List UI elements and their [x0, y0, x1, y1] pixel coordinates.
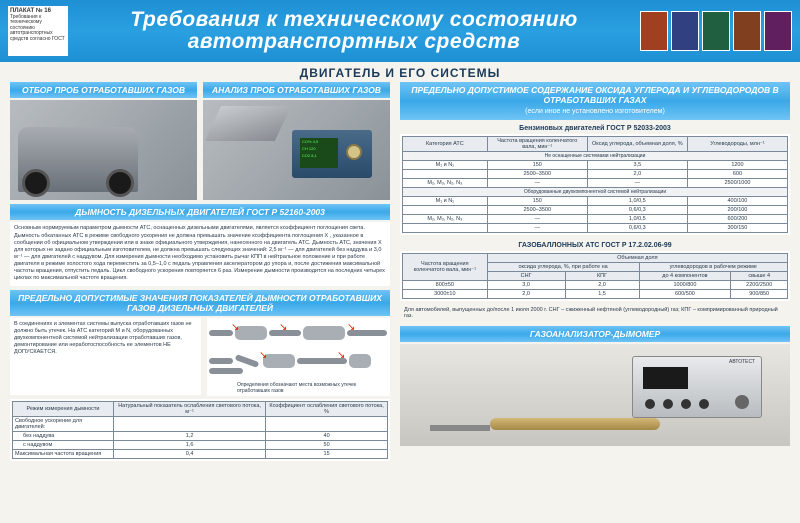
- plakat-badge: ПЛАКАТ № 16 Требования к техническому со…: [8, 6, 68, 56]
- sec-exhaust-analysis: АНАЛИЗ ПРОБ ОТРАБОТАВШИХ ГАЗОВ: [203, 82, 390, 98]
- page-subtitle: ДВИГАТЕЛЬ И ЕГО СИСТЕМЫ: [0, 62, 800, 82]
- gas-analyzer-photo: АВТОТЕСТ: [400, 344, 790, 446]
- thumb: [640, 11, 668, 51]
- gasbal-table: Частота вращения коленчатого вала, мин⁻¹…: [400, 251, 790, 301]
- exhaust-diagram: ↘ ↘ ↘ ↘ ↘ Определения обозначают места в…: [207, 318, 390, 396]
- gasoline-table-title: Бензиновых двигателей ГОСТ Р 52033-2003: [400, 122, 790, 134]
- thumb: [764, 11, 792, 51]
- thumb: [671, 11, 699, 51]
- title-block: Требования к техническому состоянию авто…: [68, 9, 640, 53]
- arrow-icon: ↘: [231, 322, 239, 333]
- thumb: [733, 11, 761, 51]
- title-line1: Требования к техническому состоянию: [68, 9, 640, 31]
- left-column: ОТБОР ПРОБ ОТРАБОТАВШИХ ГАЗОВ АНАЛИЗ ПРО…: [10, 82, 390, 465]
- sec-diesel-limits: ПРЕДЕЛЬНО ДОПУСТИМЫЕ ЗНАЧЕНИЯ ПОКАЗАТЕЛЕ…: [10, 290, 390, 316]
- diesel-limits-text: В соединениях и элементах системы выпуск…: [10, 318, 201, 395]
- right-column: ПРЕДЕЛЬНО ДОПУСТИМОЕ СОДЕРЖАНИЕ ОКСИДА У…: [400, 82, 790, 465]
- content: ОТБОР ПРОБ ОТРАБОТАВШИХ ГАЗОВ АНАЛИЗ ПРО…: [0, 82, 800, 465]
- diesel-smoke-text: Основным нормируемым параметром дымности…: [10, 222, 390, 285]
- car-illustration: [18, 127, 138, 192]
- sec-co-limits: ПРЕДЕЛЬНО ДОПУСТИМОЕ СОДЕРЖАНИЕ ОКСИДА У…: [400, 82, 790, 120]
- arrow-icon: ↘: [259, 350, 267, 361]
- gasbal-table-title: ГАЗОБАЛЛОННЫХ АТС ГОСТ Р 17.2.02.06-99: [400, 239, 790, 251]
- device-illustration: АВТОТЕСТ: [632, 356, 762, 418]
- gasoline-table: Категория АТС Частота вращения коленчато…: [400, 134, 790, 235]
- poster-header: ПЛАКАТ № 16 Требования к техническому со…: [0, 0, 800, 62]
- hood-illustration: [205, 106, 291, 141]
- plakat-desc: Требования к техническому состоянию авто…: [10, 15, 66, 43]
- sec-diesel-smoke: ДЫМНОСТЬ ДИЗЕЛЬНЫХ ДВИГАТЕЛЕЙ ГОСТ Р 521…: [10, 204, 390, 220]
- arrow-icon: ↘: [347, 322, 355, 333]
- diesel-limits-table: Режим измерения дымности Натуральный пок…: [10, 399, 390, 461]
- sec-gas-analyzer: ГАЗОАНАЛИЗАТОР-ДЫМОМЕР: [400, 326, 790, 342]
- arrow-icon: ↘: [279, 322, 287, 333]
- analyzer-illustration: СО% 4,5 СН 120 СО2 8,1: [292, 130, 372, 178]
- sec-exhaust-sampling: ОТБОР ПРОБ ОТРАБОТАВШИХ ГАЗОВ: [10, 82, 197, 98]
- probe-illustration: [430, 418, 690, 436]
- diagram-caption: Определения обозначают места возможных у…: [237, 382, 390, 394]
- photo-analyzer: СО% 4,5 СН 120 СО2 8,1: [203, 100, 390, 200]
- photo-car-exhaust: [10, 100, 197, 200]
- thumb: [702, 11, 730, 51]
- gasbal-note: Для автомобилей, выпущенных до/после 1 и…: [400, 305, 790, 322]
- arrow-icon: ↘: [337, 350, 345, 361]
- thumbnail-strip: [640, 11, 792, 51]
- title-line2: автотранспортных средств: [68, 31, 640, 53]
